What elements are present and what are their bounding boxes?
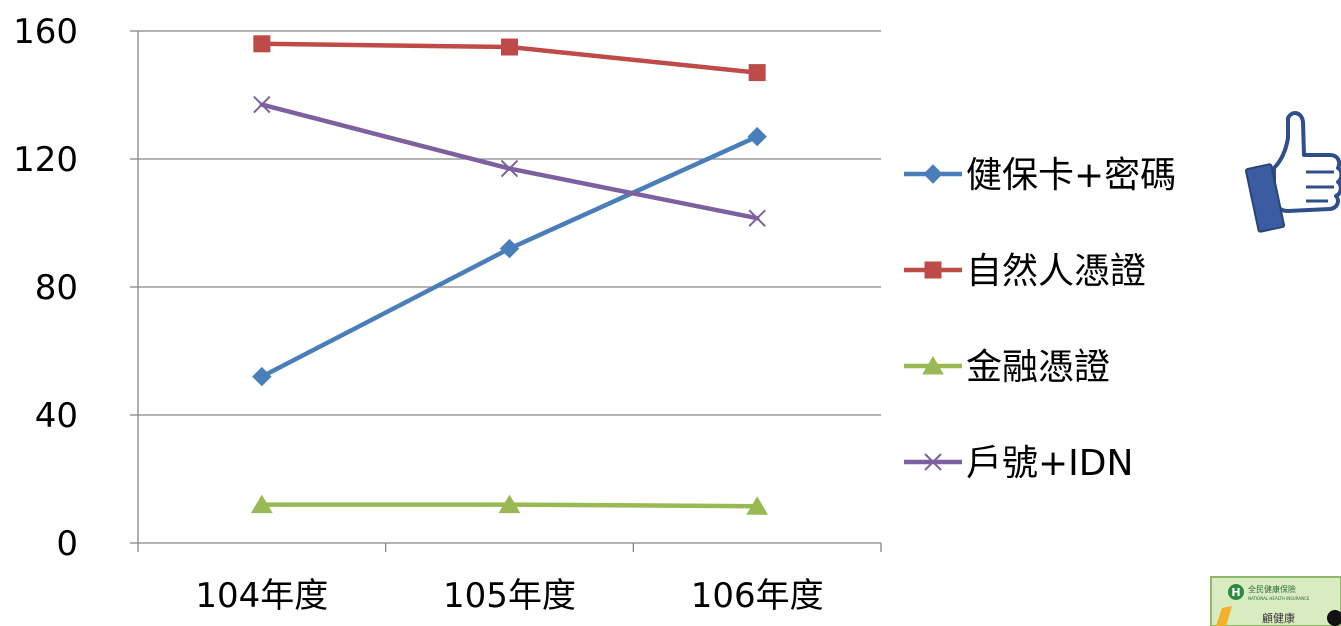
data-point: [253, 95, 271, 114]
legend-item: 戶號+IDN: [904, 443, 1133, 484]
nhi-logo-bottom: 顧健康: [1262, 611, 1295, 625]
y-tick-label: 160: [13, 12, 78, 52]
data-point: [498, 494, 521, 514]
data-point: [253, 35, 271, 53]
data-point: [746, 496, 769, 515]
legend-label: 健保卡+密碼: [966, 155, 1176, 196]
legend-marker: [922, 356, 944, 375]
y-tick-label: 40: [35, 396, 78, 436]
y-tick-label: 0: [56, 524, 78, 564]
grid-layer: [138, 30, 881, 416]
x-tick-label: 106年度: [691, 576, 824, 616]
data-point: [501, 38, 518, 56]
x-tick-label: 105年度: [443, 576, 576, 616]
series-0: [252, 126, 767, 387]
nhi-logo-text: 全民健康保險: [1248, 584, 1296, 594]
legend-label: 自然人憑證: [966, 251, 1146, 292]
series-1: [253, 35, 766, 82]
data-point: [748, 64, 766, 82]
series-2: [250, 494, 769, 515]
svg-text:H: H: [1231, 586, 1240, 599]
nhi-logo-subtext: NATIONAL HEALTH INSURANCE: [1248, 596, 1310, 601]
series-layer: [250, 35, 769, 515]
legend-item: 自然人憑證: [904, 251, 1146, 292]
legend-marker: [923, 164, 943, 184]
series-3: [253, 95, 766, 227]
series-line: [259, 102, 760, 221]
legend-item: 金融憑證: [904, 347, 1110, 388]
legend-label: 金融憑證: [966, 347, 1110, 388]
legend-marker: [924, 453, 942, 471]
data-point: [250, 494, 273, 514]
y-tick-label: 80: [35, 268, 78, 308]
legend-label: 戶號+IDN: [966, 443, 1133, 484]
data-point: [499, 238, 520, 259]
data-point: [748, 209, 766, 227]
data-point: [747, 126, 767, 147]
x-tick-label: 104年度: [195, 576, 328, 616]
axis-layer: 0 40 80 120 160 104年度 105年度 106年度: [13, 12, 882, 616]
thumbs-up-icon: [1245, 111, 1341, 233]
data-point: [252, 366, 272, 387]
data-point: [500, 159, 519, 178]
legend-item: 健保卡+密碼: [904, 155, 1176, 196]
nhi-card-logo: H 全民健康保險 NATIONAL HEALTH INSURANCE 顧健康: [1210, 576, 1341, 626]
legend-marker: [924, 261, 942, 279]
y-tick-label: 120: [13, 140, 78, 180]
